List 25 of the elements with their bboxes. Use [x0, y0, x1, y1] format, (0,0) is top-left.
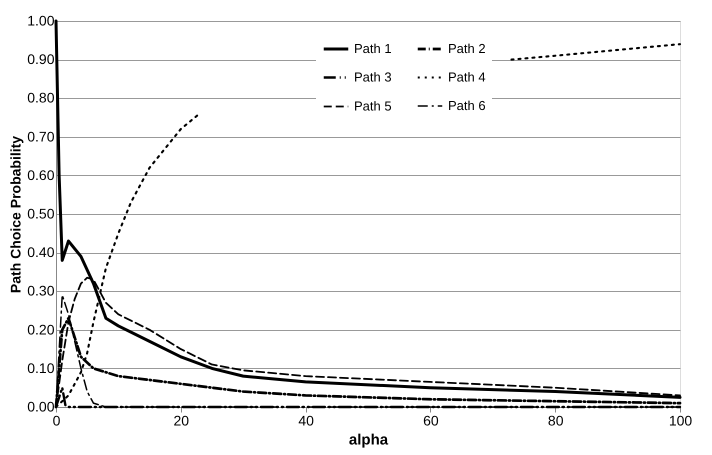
legend-label: Path 4 — [448, 70, 486, 84]
y-tick-label: 0.70 — [27, 128, 55, 144]
y-tick-label: 0.50 — [27, 206, 55, 222]
x-tick-label: 60 — [423, 412, 439, 428]
y-tick-label: 0.40 — [27, 244, 55, 260]
x-tick-label: 0 — [52, 412, 61, 428]
x-tick-label: 40 — [298, 412, 314, 428]
y-tick-label: 0.30 — [27, 282, 55, 299]
legend-label: Path 5 — [354, 98, 392, 114]
x-axis-title: alpha — [348, 432, 389, 448]
y-tick-label: 0.00 — [27, 398, 55, 414]
legend-label: Path 2 — [448, 41, 486, 56]
y-tick-label: 0.20 — [27, 321, 55, 338]
x-tick-label: 100 — [668, 412, 692, 428]
legend-label: Path 3 — [354, 70, 392, 84]
legend-label: Path 1 — [354, 41, 392, 56]
y-tick-label: 0.90 — [27, 51, 55, 68]
y-tick-label: 1.00 — [27, 12, 55, 28]
x-tick-label: 80 — [548, 412, 564, 428]
y-axis-title: Path Choice Probability — [7, 136, 24, 294]
y-tick-label: 0.80 — [27, 90, 55, 106]
y-tick-label: 0.60 — [27, 166, 55, 183]
x-tick-label: 20 — [174, 412, 190, 428]
legend-label: Path 6 — [448, 98, 486, 113]
y-tick-label: 0.10 — [27, 360, 55, 376]
